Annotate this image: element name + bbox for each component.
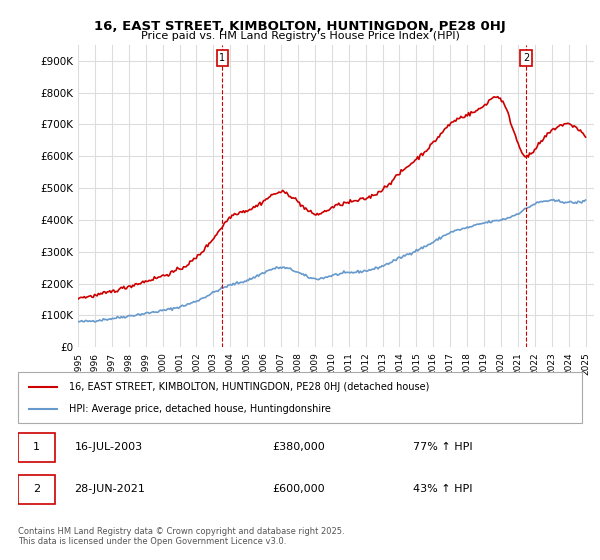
Text: 16, EAST STREET, KIMBOLTON, HUNTINGDON, PE28 0HJ (detached house): 16, EAST STREET, KIMBOLTON, HUNTINGDON, … bbox=[69, 381, 429, 391]
Text: 43% ↑ HPI: 43% ↑ HPI bbox=[413, 484, 472, 494]
Text: 16-JUL-2003: 16-JUL-2003 bbox=[74, 442, 143, 452]
Text: 77% ↑ HPI: 77% ↑ HPI bbox=[413, 442, 472, 452]
Text: £600,000: £600,000 bbox=[272, 484, 325, 494]
Text: Price paid vs. HM Land Registry's House Price Index (HPI): Price paid vs. HM Land Registry's House … bbox=[140, 31, 460, 41]
Text: 1: 1 bbox=[33, 442, 40, 452]
Text: 2: 2 bbox=[523, 53, 529, 63]
Text: 2: 2 bbox=[33, 484, 40, 494]
Text: 16, EAST STREET, KIMBOLTON, HUNTINGDON, PE28 0HJ: 16, EAST STREET, KIMBOLTON, HUNTINGDON, … bbox=[94, 20, 506, 32]
Text: Contains HM Land Registry data © Crown copyright and database right 2025.
This d: Contains HM Land Registry data © Crown c… bbox=[18, 526, 344, 546]
FancyBboxPatch shape bbox=[18, 433, 55, 461]
Text: HPI: Average price, detached house, Huntingdonshire: HPI: Average price, detached house, Hunt… bbox=[69, 404, 331, 414]
FancyBboxPatch shape bbox=[18, 475, 55, 504]
Text: 1: 1 bbox=[220, 53, 226, 63]
FancyBboxPatch shape bbox=[18, 372, 582, 423]
Text: £380,000: £380,000 bbox=[272, 442, 325, 452]
Text: 28-JUN-2021: 28-JUN-2021 bbox=[74, 484, 145, 494]
